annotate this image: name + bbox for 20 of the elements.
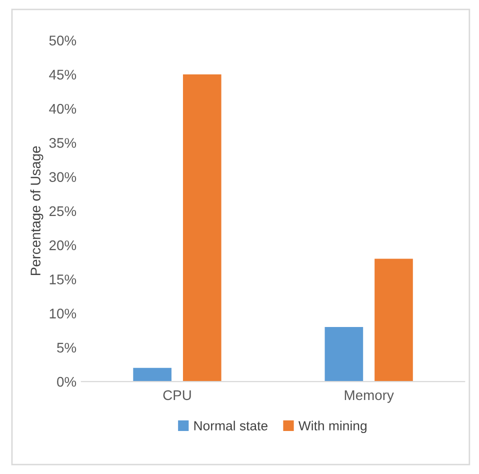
x-tick-label: Memory [344, 390, 394, 403]
bar [133, 368, 172, 382]
legend-label: Normal state [194, 420, 268, 430]
y-tick-label: 20% [49, 240, 76, 250]
y-tick-label: 5% [57, 342, 76, 353]
y-tick-label: 50% [49, 36, 76, 46]
y-tick-label: 25% [49, 206, 76, 216]
legend-label: With mining [298, 420, 366, 434]
y-axis-title: Percentage of Usage [30, 146, 44, 276]
y-tick-label: 15% [50, 274, 76, 284]
y-tick-label: 45% [49, 70, 76, 80]
y-tick-label: 30% [49, 172, 76, 182]
y-tick-label: 35% [49, 138, 76, 148]
y-tick-label: 40% [49, 104, 76, 114]
y-tick-label: 10% [50, 308, 76, 318]
y-tick-label: 0% [57, 376, 76, 387]
x-tick-label: CPU [163, 390, 191, 400]
bar [324, 326, 364, 382]
bar [182, 74, 222, 382]
bar [374, 258, 413, 382]
